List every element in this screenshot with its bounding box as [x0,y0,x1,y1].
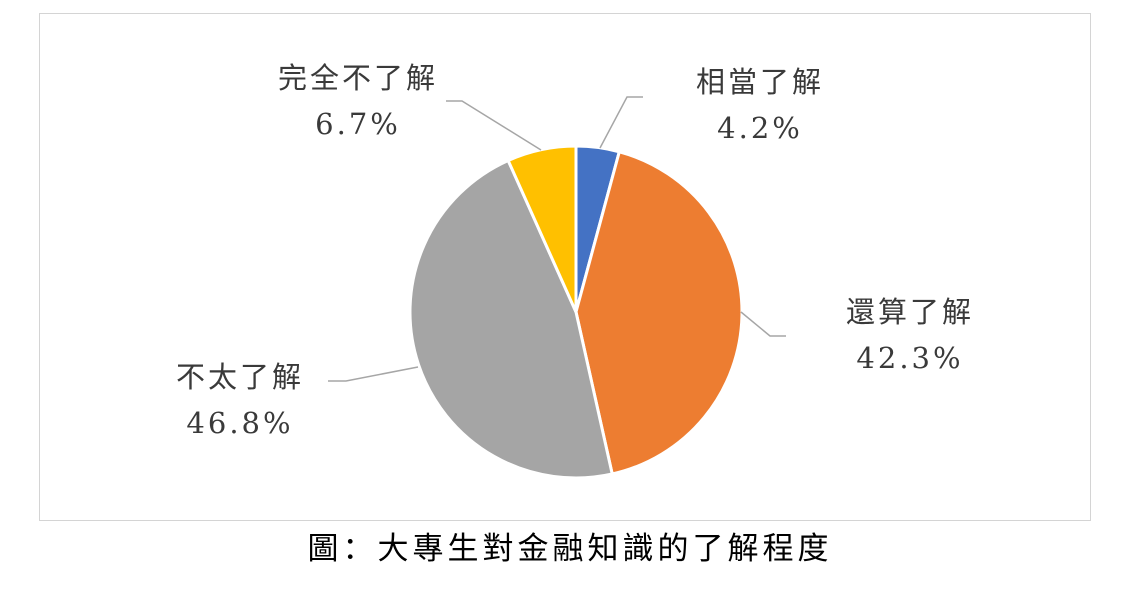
slice-category-label-butai: 不太了解 [176,360,304,394]
slice-value-label-huansuan: 42.3% [856,341,963,375]
leader-line-wanquan [446,100,542,151]
slice-value-label-wanquan: 6.7% [315,107,401,141]
slice-category-label-xiangdang: 相當了解 [696,65,824,99]
slice-value-label-butai: 46.8% [186,406,293,440]
pie-slices [408,144,744,480]
leader-line-huansuan [740,311,786,337]
figure-caption: 圖：大專生對金融知識的了解程度 [307,531,833,567]
leader-line-xiangdang [599,96,643,149]
pie-slice-huansuan [574,150,744,476]
pie-slice-wanquan [506,144,578,314]
leader-line-butai [328,366,419,382]
leader-lines [328,96,786,382]
slice-labels: 相當了解 4.2% 還算了解 42.3% 不太了解 46.8% 完全不了解 6.7% [176,61,974,440]
slice-category-label-huansuan: 還算了解 [846,295,974,329]
slice-category-label-wanquan: 完全不了解 [278,61,438,95]
pie-slice-butai [408,158,614,480]
slice-value-label-xiangdang: 4.2% [717,111,803,145]
